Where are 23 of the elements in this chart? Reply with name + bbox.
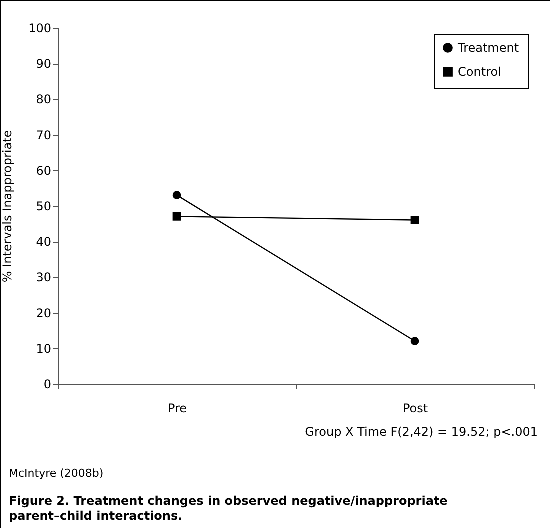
legend-label: Control xyxy=(458,65,502,79)
x-tick-label: Pre xyxy=(168,402,188,416)
text: McIntyre (2008b) xyxy=(9,467,104,480)
text: Figure 2. Treatment changes in observed negative/inappropriate parent–child interactions. xyxy=(9,494,449,524)
y-tick-label: 100 xyxy=(28,22,52,36)
y-tick-label: 60 xyxy=(36,164,52,178)
y-tick-label: 30 xyxy=(36,270,52,285)
point xyxy=(172,191,182,200)
y-tick-label: 10 xyxy=(36,342,52,356)
y-tick-label: 0 xyxy=(44,378,52,392)
y-tick-label: 70 xyxy=(36,128,52,142)
x-tick-label: Post xyxy=(402,402,428,416)
text: Group X Time F(2,42) = 19.52; p<.001 xyxy=(305,425,538,439)
y-axis-title: % Intervals Inappropriate xyxy=(0,130,15,283)
point xyxy=(410,216,420,224)
point xyxy=(172,212,182,221)
y-tick-label: 20 xyxy=(36,306,52,320)
y-tick-label: 80 xyxy=(36,92,52,107)
y-tick-label: 40 xyxy=(36,235,52,250)
y-tick-label: 90 xyxy=(36,57,52,72)
y-tick-label: 50 xyxy=(36,200,52,214)
legend-label: Treatment xyxy=(457,41,520,55)
point xyxy=(410,337,420,346)
